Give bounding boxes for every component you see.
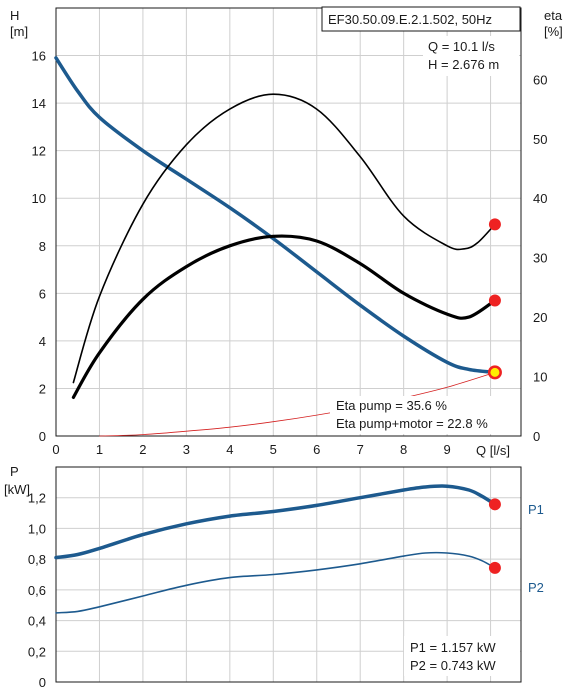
p-tick-label: 0,8: [28, 552, 46, 567]
h-tick-label: 10: [32, 191, 46, 206]
eta-total-curve: [71, 234, 497, 399]
p-tick-label: 0: [39, 675, 46, 690]
duty-point-center: [490, 367, 500, 377]
duty-flow-label: Q = 10.1 l/s: [428, 39, 495, 54]
eta-tick-label: 10: [533, 370, 547, 385]
h-axis-title: H: [10, 8, 19, 23]
x-tick-label: 6: [313, 442, 320, 457]
curves-top: [54, 56, 497, 437]
p2-curve: [55, 551, 496, 614]
h-tick-label: 4: [39, 334, 46, 349]
p-tick-label: 0,6: [28, 583, 46, 598]
eta-pump-label: Eta pump = 35.6 %: [336, 398, 447, 413]
grid-top: [56, 8, 521, 436]
eta-tick-label: 30: [533, 251, 547, 266]
eta-axis-title: eta: [544, 8, 563, 23]
p1-legend: P1: [528, 502, 544, 517]
x-tick-label: 0: [52, 442, 59, 457]
eta-tick-label: 40: [533, 191, 547, 206]
eta-axis-unit: [%]: [544, 24, 563, 39]
chart-frame-top: [55, 7, 522, 437]
x-tick-label: 4: [226, 442, 233, 457]
p-axis-unit: [kW]: [4, 482, 30, 497]
x-tick-label: 1: [96, 442, 103, 457]
p2-legend: P2: [528, 580, 544, 595]
eta-point-marker: [488, 294, 501, 307]
h-tick-label: 6: [39, 286, 46, 301]
eta-tick-label: 20: [533, 310, 547, 325]
p1-value-label: P1 = 1.157 kW: [410, 640, 496, 655]
efficiency-info-bg: [330, 396, 520, 434]
eta-tick-label: 50: [533, 132, 547, 147]
eta-tick-label: 60: [533, 72, 547, 87]
system-curve: [99, 372, 496, 437]
p2-value-label: P2 = 0.743 kW: [410, 658, 496, 673]
p1-curve: [54, 484, 497, 560]
eta-point-marker: [488, 218, 501, 231]
h-tick-label: 16: [32, 49, 46, 64]
x-tick-label: 7: [357, 442, 364, 457]
h-tick-label: 8: [39, 239, 46, 254]
h-tick-label: 0: [39, 429, 46, 444]
p-tick-label: 0,4: [28, 614, 46, 629]
p-axis-title: P: [10, 464, 19, 479]
power-point-marker: [488, 498, 501, 511]
x-tick-label: 8: [400, 442, 407, 457]
power-point-marker: [488, 561, 501, 574]
eta-tick-label: 0: [533, 429, 540, 444]
duty-markers: [487, 218, 502, 574]
tick-labels: 0 1 2 3 4 5 6 7 8 90246810121416010203040506000,2…: [28, 49, 548, 690]
chart-frame-bottom: [55, 466, 522, 683]
model-box: [321, 6, 521, 32]
q-axis-label: Q [l/s]: [476, 443, 510, 458]
eta-pump-curve: [72, 93, 496, 384]
curves-bottom: [54, 484, 497, 614]
p-tick-label: 1,2: [28, 491, 46, 506]
model-label: EF30.50.09.E.2.1.502, 50Hz: [328, 12, 492, 27]
h-axis-unit: [m]: [10, 24, 28, 39]
power-info-bg: [404, 636, 520, 676]
duty-info-bg: [423, 36, 519, 76]
duty-head-label: H = 2.676 m: [428, 57, 499, 72]
x-tick-label: 2: [139, 442, 146, 457]
x-tick-label: 3: [183, 442, 190, 457]
eta-total-label: Eta pump+motor = 22.8 %: [336, 416, 488, 431]
x-tick-label: 9: [444, 442, 451, 457]
h-tick-label: 12: [32, 144, 46, 159]
head-curve: [54, 56, 497, 375]
h-tick-label: 14: [32, 96, 46, 111]
p-tick-label: 0,2: [28, 644, 46, 659]
x-tick-label: 5: [270, 442, 277, 457]
h-tick-label: 2: [39, 381, 46, 396]
p-tick-label: 1,0: [28, 521, 46, 536]
